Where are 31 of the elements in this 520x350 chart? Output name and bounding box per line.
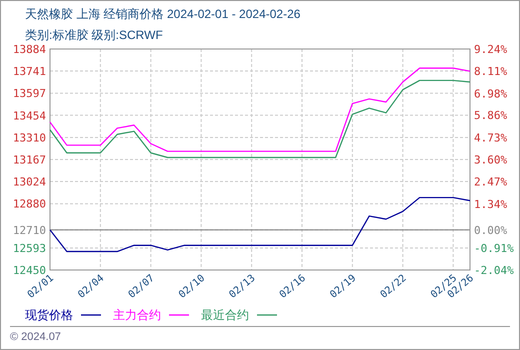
y2-tick-label: 6.98%: [474, 87, 508, 100]
legend-label: 最近合约: [201, 308, 249, 322]
y-tick-label: 13310: [12, 131, 46, 144]
y-tick-label: 13454: [12, 109, 46, 122]
y-tick-label: 13024: [12, 176, 46, 189]
line-series: [49, 80, 471, 158]
line-series: [49, 68, 471, 152]
y2-tick-label: -2.04%: [474, 264, 514, 277]
y-tick-label: 13884: [12, 43, 46, 56]
y2-tick-label: 9.24%: [474, 43, 508, 56]
line-series: [49, 196, 471, 252]
y2-tick-label: -0.91%: [474, 242, 514, 255]
y-tick-label: 12710: [12, 224, 46, 237]
y-tick-label: 12880: [12, 198, 46, 211]
y-tick-label: 12450: [12, 264, 46, 277]
y-tick-label: 13167: [12, 154, 46, 166]
y2-tick-label: 4.73%: [474, 131, 508, 144]
y2-tick-label: 3.60%: [474, 154, 508, 166]
text: © 2024.07: [10, 331, 61, 343]
y-tick-label: 13597: [12, 87, 46, 100]
y2-tick-label: 5.86%: [474, 109, 508, 122]
y2-tick-label: 8.11%: [474, 65, 508, 78]
legend-label: 现货价格: [25, 308, 73, 322]
y-tick-label: 13741: [12, 65, 46, 78]
chart-title: 天然橡胶 上海 经销商价格 2024-02-01 - 2024-02-26: [25, 7, 301, 21]
y2-tick-label: 1.34%: [474, 198, 508, 211]
y-tick-label: 12593: [12, 242, 46, 255]
y2-tick-label: 2.47%: [474, 176, 508, 189]
y2-tick-label: 0.00%: [474, 224, 508, 238]
legend-label: 主力合约: [113, 308, 161, 322]
chart-subtitle: 类别:标准胶 级别:SCRWF: [25, 28, 163, 42]
